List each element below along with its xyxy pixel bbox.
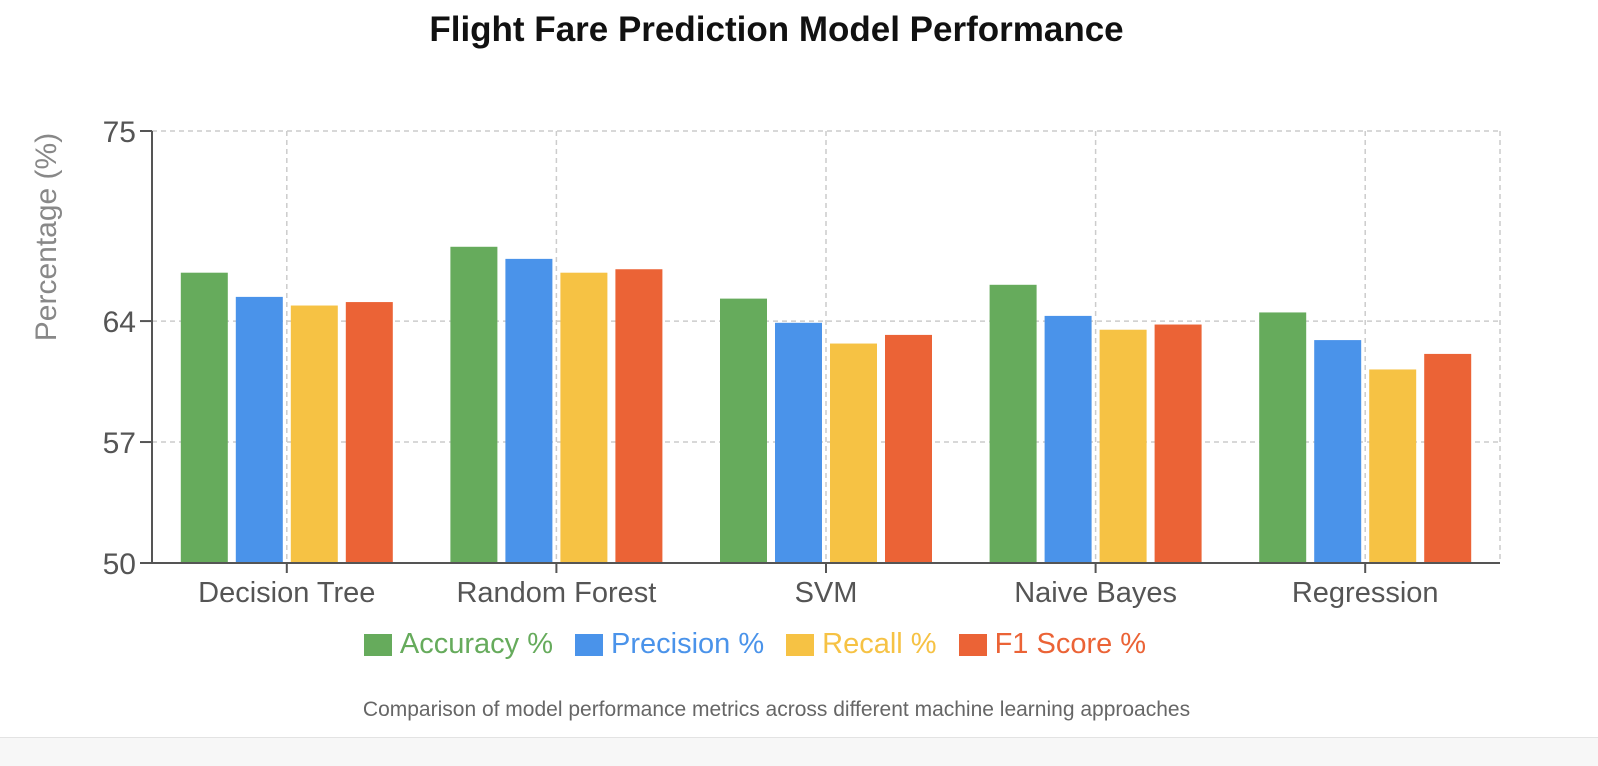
bar-2-2 xyxy=(830,343,877,563)
chart-title: Flight Fare Prediction Model Performance xyxy=(429,10,1124,49)
legend-swatch xyxy=(786,633,815,656)
x-tick-label-4: Regression xyxy=(1292,577,1439,609)
axis-labels: 50 57 64 75 Decision Tree Random Forest SVM Nai… xyxy=(30,116,1439,609)
bar-4-3 xyxy=(1424,353,1472,563)
bars xyxy=(180,246,1472,563)
bar-0-2 xyxy=(290,305,338,563)
y-tick-label-75: 75 xyxy=(103,116,136,149)
legend-label: Accuracy % xyxy=(399,628,554,660)
y-tick-label-64: 64 xyxy=(103,306,136,339)
bar-1-3 xyxy=(615,269,663,563)
y-tick-label-50: 50 xyxy=(103,548,136,581)
x-tick-label-3: Naive Bayes xyxy=(1014,577,1177,609)
bar-2-0 xyxy=(720,298,767,563)
x-tick-label-1: Random Forest xyxy=(456,577,656,609)
bar-0-0 xyxy=(180,272,228,563)
legend-swatch xyxy=(363,633,392,656)
bar-4-2 xyxy=(1369,369,1417,563)
bar-3-0 xyxy=(989,284,1037,563)
legend-swatch xyxy=(958,633,987,656)
bar-0-1 xyxy=(235,296,283,563)
bar-1-2 xyxy=(560,272,608,563)
bar-1-1 xyxy=(505,258,553,563)
legend-label: F1 Score % xyxy=(994,628,1147,660)
bar-3-3 xyxy=(1154,324,1202,563)
legend-item-3[interactable]: F1 Score % xyxy=(958,628,1147,661)
legend-item-2[interactable]: Recall % xyxy=(786,628,937,661)
legend-label: Recall % xyxy=(822,628,937,660)
legend-swatch xyxy=(575,633,604,656)
bar-4-1 xyxy=(1314,340,1362,563)
legend-item-0[interactable]: Accuracy % xyxy=(363,628,554,661)
y-axis-label: Percentage (%) xyxy=(30,133,63,341)
x-tick-label-2: SVM xyxy=(795,577,858,609)
legend: Accuracy % Precision % Recall % F1 Score % xyxy=(0,628,1510,661)
y-tick-label-57: 57 xyxy=(103,427,136,460)
divider xyxy=(0,737,1598,738)
legend-label: Precision % xyxy=(611,628,765,660)
chart-caption: Comparison of model performance metrics … xyxy=(362,698,1191,721)
bar-3-1 xyxy=(1044,315,1092,563)
axes xyxy=(140,130,1500,573)
legend-item-1[interactable]: Precision % xyxy=(575,628,764,661)
bar-2-1 xyxy=(775,322,822,563)
grid-lines xyxy=(152,130,1501,563)
footer-band xyxy=(0,738,1598,766)
bar-3-2 xyxy=(1099,329,1147,563)
bar-chart: 50 57 64 75 Decision Tree Random Forest SVM Nai… xyxy=(30,116,1501,609)
bar-1-0 xyxy=(450,246,498,563)
bar-0-3 xyxy=(345,302,393,563)
x-tick-label-0: Decision Tree xyxy=(198,577,375,609)
bar-2-3 xyxy=(885,334,932,563)
bar-4-0 xyxy=(1259,312,1307,563)
